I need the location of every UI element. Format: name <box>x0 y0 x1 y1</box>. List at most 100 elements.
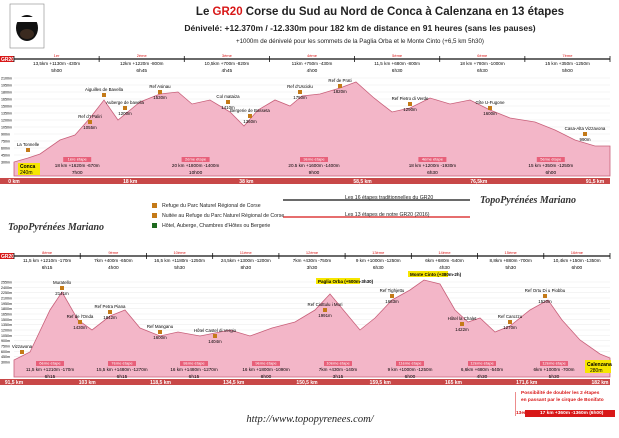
stage-time: 7h00 <box>72 170 83 176</box>
refuge-icon <box>543 294 547 298</box>
refuge-icon <box>20 350 24 354</box>
stage-badge <box>108 361 136 366</box>
stage-number: 10ème <box>173 250 186 255</box>
elevation-profile <box>13 279 611 378</box>
stage-time: 6h00 <box>572 265 583 271</box>
refuge-icon <box>583 132 587 136</box>
stage-number: 16ème <box>571 250 584 255</box>
stage-info: 11,5 km +1210m -170m <box>23 258 71 263</box>
y-tick-label: 1050m <box>1 334 12 338</box>
refuge-icon <box>298 90 302 94</box>
place-name: Ref Tighjettu <box>380 288 405 293</box>
stage-time: 4h00 <box>108 265 119 271</box>
y-tick-label: 1950m <box>1 302 12 306</box>
stage-number: 3ème étape <box>303 157 325 162</box>
stage-badge <box>468 361 496 366</box>
page-subtitle-2: +1000m de dénivelé pour les sommets de l… <box>236 38 484 45</box>
stage-number: 15ème <box>505 250 518 255</box>
stage-badge <box>418 157 447 162</box>
km-label: 103 km <box>79 380 97 386</box>
stage-number: 4ème <box>307 53 318 58</box>
place-alt: 1404m <box>208 339 222 344</box>
refuge-icon <box>108 310 112 314</box>
stage-time: 9h00 <box>309 170 320 176</box>
place-alt: 1200m <box>118 111 132 116</box>
stage-number: 5ème <box>392 53 403 58</box>
y-tick-label: 1950m <box>1 84 12 88</box>
place-name: Col mataiza <box>216 94 240 99</box>
place-alt: 1360m <box>243 119 257 124</box>
km-label: 165 km <box>445 380 463 386</box>
stage-info: 20.5 km +1600m -1400m <box>288 163 339 168</box>
stage-badge <box>540 361 568 366</box>
place-name: Muratello <box>53 280 72 285</box>
place-name: Ref Carozzu <box>498 314 523 319</box>
y-tick-label: 300m <box>1 161 10 165</box>
refuge-icon <box>323 308 327 312</box>
stage-time: 6h45 <box>136 68 147 74</box>
stage-info: 9 km +1000m -1250m <box>388 367 433 372</box>
stage-time: 6h30 <box>477 68 488 74</box>
stage-number: 13ème <box>372 250 385 255</box>
place-alt: 1410m <box>221 105 235 110</box>
y-tick-label: 600m <box>1 147 10 151</box>
stage-time: 4h30 <box>477 374 488 380</box>
place-alt: 1290m <box>403 107 417 112</box>
stage-info: 12km +1220m -800m <box>120 61 164 66</box>
stage-info: 8,8km +880m -700m <box>490 258 532 263</box>
y-tick-label: 2100m <box>1 297 12 301</box>
stage-info: 18 km +780m -1000m <box>460 61 505 66</box>
km-label: 58,5 km <box>353 179 372 185</box>
y-tick-label: 1200m <box>1 329 12 333</box>
y-tick-label: 450m <box>1 355 10 359</box>
stage-number: 7ème <box>562 53 573 58</box>
stage-number: 11ème étape <box>398 361 422 366</box>
y-tick-label: 750m <box>1 345 10 349</box>
y-tick-label: 1350m <box>1 323 12 327</box>
y-tick-label: 1500m <box>1 318 12 322</box>
stage-time: 6h30 <box>392 68 403 74</box>
km-label: 159,5 km <box>370 380 392 386</box>
km-label: 38 km <box>239 179 254 185</box>
place-name: Casa-Alta Vizzavona <box>565 126 606 131</box>
stage-time: 3h15 <box>333 374 344 380</box>
place-alt: 1750m <box>293 95 307 100</box>
page-title: Le GR20 Corse du Sud au Nord de Conca à … <box>195 6 565 18</box>
km-label: 18 km <box>123 179 138 185</box>
km-label: 91,5 km <box>5 380 24 386</box>
profile-top: GR20 1er 13,5km +1130m -430m 5h00 2ème 12km … <box>0 53 611 185</box>
stage-number: 4ème étape <box>422 157 444 162</box>
stage-info: 6km +680m -540m <box>425 258 464 263</box>
stage-info: 16,5 km +1180m -1250m <box>154 258 205 263</box>
refuge-icon <box>508 320 512 324</box>
stage-info: 13,5km +1130m -430m <box>33 61 80 66</box>
stage-info: 16 km +1480m -1270m <box>170 367 218 372</box>
stage-info: 11,5 km +680m -800m <box>374 61 420 66</box>
paglia-label: Paglia Orba (+500m-3h30) <box>318 279 374 284</box>
place-name: Ref de l'Onda <box>67 314 94 319</box>
y-tick-label: 1050m <box>1 126 12 130</box>
stage-time: 3h30 <box>307 265 318 271</box>
stage-time: 6h00 <box>405 374 416 380</box>
y-tick-label: 1650m <box>1 313 12 317</box>
y-tick-label: 900m <box>1 133 10 137</box>
stage-number: 9ème étape <box>255 361 277 366</box>
stage-time: 8h30 <box>240 265 251 271</box>
cinto-label: Monte Cinto (+380m-2h) <box>410 272 462 277</box>
stage-time: 5h30 <box>505 265 516 271</box>
km-label: 118,5 km <box>150 380 171 386</box>
km-label: 171,6 km <box>516 380 538 386</box>
stage-number: 14ème <box>438 250 451 255</box>
km-label: 134,5 km <box>223 380 245 386</box>
stage-time: 6h30 <box>427 170 438 176</box>
gr20-label-top: GR20 <box>1 57 14 63</box>
y-tick-label: 2550m <box>1 281 12 285</box>
place-alt: 1842m <box>103 315 117 320</box>
place-alt: 2141m <box>55 291 69 296</box>
place-name: Ref d'I Paliri <box>78 114 102 119</box>
site-url[interactable]: http://www.topopyrenees.com/ <box>246 414 374 425</box>
stage-info: 18 km +1200m -1930m <box>409 163 457 168</box>
top-stage-bar: GR20 <box>0 56 610 63</box>
refuge-icon <box>460 322 464 326</box>
note-stage-info: 17 km +360m -1360m (6h00) <box>540 411 604 416</box>
